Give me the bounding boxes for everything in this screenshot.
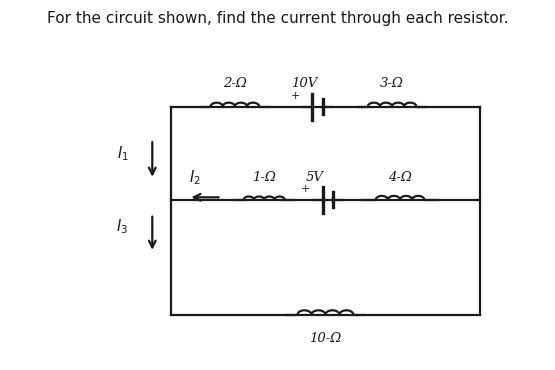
Text: 10-Ω: 10-Ω: [309, 332, 341, 345]
Text: $I_1$: $I_1$: [117, 144, 128, 162]
Text: $I_3$: $I_3$: [117, 218, 128, 236]
Text: 2-Ω: 2-Ω: [223, 77, 247, 90]
Text: +: +: [301, 184, 310, 194]
Text: $I_2$: $I_2$: [189, 169, 201, 187]
Text: +: +: [290, 91, 300, 101]
Text: 4-Ω: 4-Ω: [388, 171, 412, 184]
Text: 5V: 5V: [306, 171, 324, 184]
Text: For the circuit shown, find the current through each resistor.: For the circuit shown, find the current …: [47, 11, 508, 26]
Text: 3-Ω: 3-Ω: [380, 77, 404, 90]
Text: 1-Ω: 1-Ω: [252, 171, 276, 184]
Text: 10V: 10V: [291, 77, 317, 90]
